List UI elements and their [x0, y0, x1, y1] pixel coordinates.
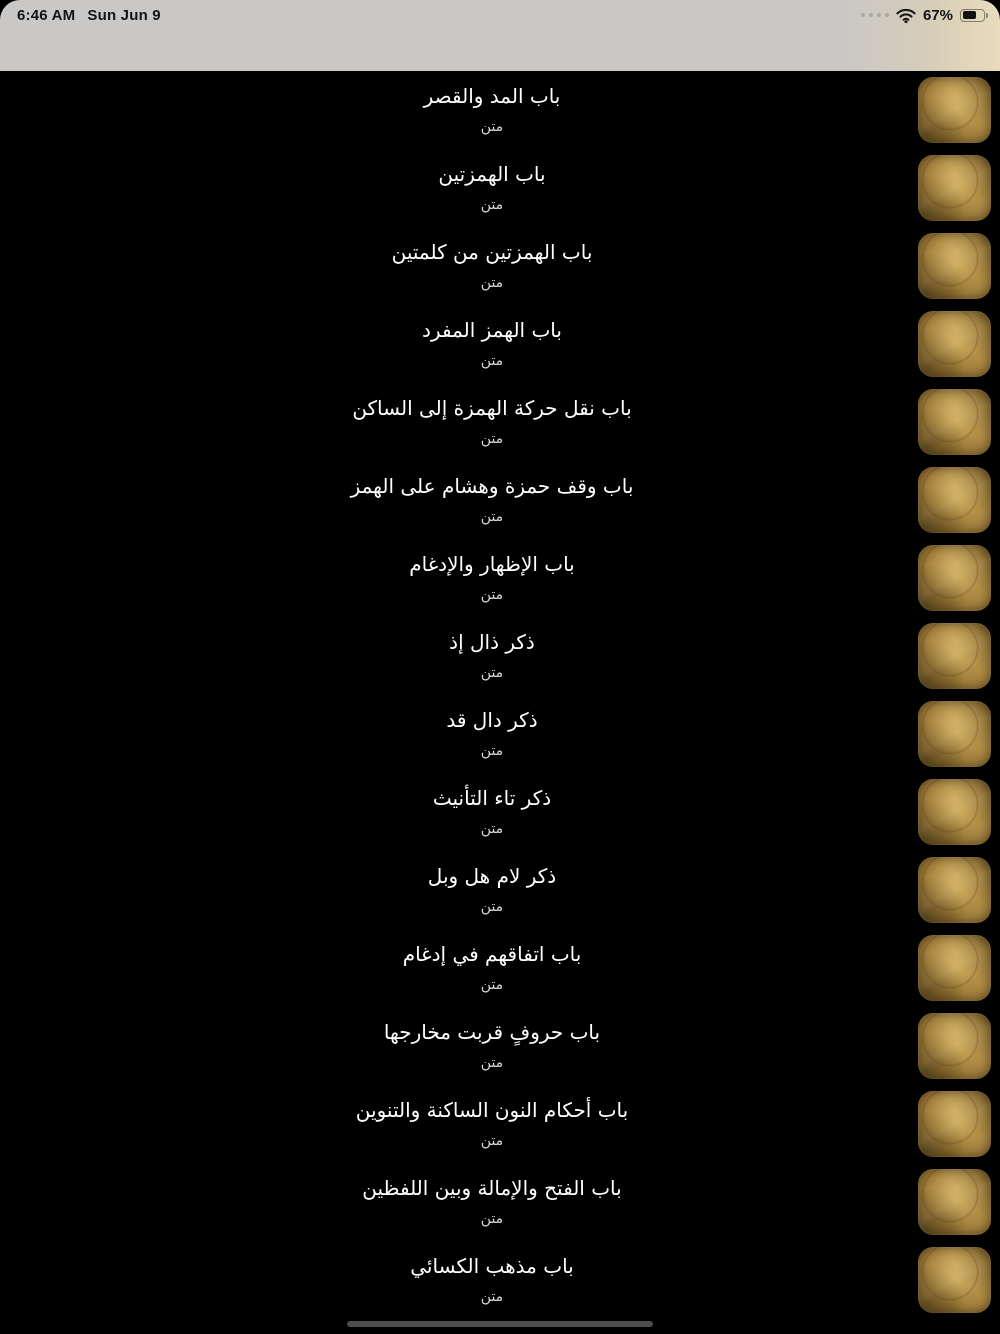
chapter-title: باب الهمزتين — [438, 162, 546, 186]
list-item[interactable]: باب الإظهار والإدغام متن — [0, 539, 1000, 617]
chapter-title: ذكر تاء التأنيث — [432, 786, 552, 810]
gold-leaf-tile-icon — [918, 77, 991, 143]
list-item[interactable]: باب وقف حمزة وهشام على الهمز متن — [0, 461, 1000, 539]
list-item-texts: باب نقل حركة الهمزة إلى الساكن متن — [0, 395, 1000, 449]
gold-leaf-tile-icon — [918, 623, 991, 689]
cellular-signal-dots-icon — [860, 13, 889, 17]
chapter-subtitle: متن — [480, 353, 504, 369]
chapter-subtitle: متن — [480, 587, 504, 603]
battery-fill — [962, 11, 976, 19]
status-time: 6:46 AM — [17, 6, 76, 24]
gold-leaf-tile-icon — [918, 701, 991, 767]
list-item-texts: ذكر دال قد متن — [0, 707, 1000, 761]
gold-leaf-tile-icon — [918, 389, 991, 455]
list-item[interactable]: ذكر دال قد متن — [0, 695, 1000, 773]
gold-leaf-tile-icon — [918, 1013, 991, 1079]
chapter-subtitle: متن — [480, 197, 504, 213]
status-bar: 6:46 AM Sun Jun 9 67% — [0, 0, 1000, 71]
battery-percent: 67% — [922, 6, 953, 24]
chapter-title: باب وقف حمزة وهشام على الهمز — [350, 474, 634, 498]
chapter-list: باب المد والقصر متن باب الهمزتين متن باب… — [0, 71, 1000, 1319]
chapter-title: باب حروفٍ قربت مخارجها — [383, 1020, 601, 1044]
list-item[interactable]: ذكر لام هل وبل متن — [0, 851, 1000, 929]
chapter-subtitle: متن — [480, 275, 504, 291]
gold-leaf-tile-icon — [918, 467, 991, 533]
chapter-subtitle: متن — [480, 665, 504, 681]
gold-leaf-tile-icon — [918, 935, 991, 1001]
chapter-subtitle: متن — [480, 1211, 504, 1227]
chapter-subtitle: متن — [480, 1055, 504, 1071]
chapter-subtitle: متن — [480, 977, 504, 993]
status-date: Sun Jun 9 — [87, 6, 161, 24]
list-item[interactable]: باب الهمزتين متن — [0, 149, 1000, 227]
chapter-subtitle: متن — [480, 1289, 504, 1305]
wifi-icon — [896, 8, 916, 23]
list-item[interactable]: باب أحكام النون الساكنة والتنوين متن — [0, 1085, 1000, 1163]
gold-leaf-tile-icon — [918, 311, 991, 377]
chapter-title: ذكر ذال إذ — [449, 630, 535, 654]
list-item[interactable]: ذكر تاء التأنيث متن — [0, 773, 1000, 851]
chapter-title: باب اتفاقهم في إدغام — [402, 942, 582, 966]
gold-leaf-tile-icon — [918, 1091, 991, 1157]
list-item-texts: ذكر ذال إذ متن — [0, 629, 1000, 683]
chapter-title: ذكر دال قد — [446, 708, 538, 732]
list-item-texts: ذكر تاء التأنيث متن — [0, 785, 1000, 839]
list-item-texts: باب اتفاقهم في إدغام متن — [0, 941, 1000, 995]
chapter-title: باب الهمزتين من كلمتين — [391, 240, 593, 264]
battery-cap — [986, 12, 988, 18]
list-item[interactable]: ذكر ذال إذ متن — [0, 617, 1000, 695]
chapter-title: باب المد والقصر — [423, 84, 561, 108]
chapter-subtitle: متن — [480, 821, 504, 837]
gold-leaf-tile-icon — [918, 155, 991, 221]
list-item[interactable]: باب اتفاقهم في إدغام متن — [0, 929, 1000, 1007]
list-item-texts: باب أحكام النون الساكنة والتنوين متن — [0, 1097, 1000, 1151]
gold-leaf-tile-icon — [918, 545, 991, 611]
list-item-texts: باب الإظهار والإدغام متن — [0, 551, 1000, 605]
battery-icon — [960, 8, 988, 22]
status-bar-right: 67% — [860, 5, 988, 25]
gold-leaf-tile-icon — [918, 233, 991, 299]
gold-leaf-tile-icon — [918, 779, 991, 845]
chapter-title: باب الفتح والإمالة وبين اللفظين — [362, 1176, 622, 1200]
list-item[interactable]: باب حروفٍ قربت مخارجها متن — [0, 1007, 1000, 1085]
chapter-title: باب نقل حركة الهمزة إلى الساكن — [352, 396, 632, 420]
list-item[interactable]: باب المد والقصر متن — [0, 71, 1000, 149]
chapter-title: باب الإظهار والإدغام — [409, 552, 575, 576]
list-item[interactable]: باب الفتح والإمالة وبين اللفظين متن — [0, 1163, 1000, 1241]
chapter-title: ذكر لام هل وبل — [427, 864, 557, 888]
list-item[interactable]: باب الهمزتين من كلمتين متن — [0, 227, 1000, 305]
chapter-title: باب الهمز المفرد — [422, 318, 562, 342]
gold-leaf-tile-icon — [918, 1247, 991, 1313]
chapter-subtitle: متن — [480, 743, 504, 759]
chapter-title: باب أحكام النون الساكنة والتنوين — [355, 1098, 629, 1122]
list-item[interactable]: باب مذهب الكسائي متن — [0, 1241, 1000, 1319]
list-item-texts: باب المد والقصر متن — [0, 83, 1000, 137]
list-item-texts: باب وقف حمزة وهشام على الهمز متن — [0, 473, 1000, 527]
chapter-title: باب مذهب الكسائي — [410, 1254, 574, 1278]
list-item[interactable]: باب الهمز المفرد متن — [0, 305, 1000, 383]
chapter-subtitle: متن — [480, 899, 504, 915]
gold-leaf-tile-icon — [918, 857, 991, 923]
chapter-subtitle: متن — [480, 1133, 504, 1149]
chapter-subtitle: متن — [480, 509, 504, 525]
list-item-texts: باب الهمز المفرد متن — [0, 317, 1000, 371]
gold-leaf-tile-icon — [918, 1169, 991, 1235]
list-item-texts: باب مذهب الكسائي متن — [0, 1253, 1000, 1307]
list-item-texts: ذكر لام هل وبل متن — [0, 863, 1000, 917]
chapter-subtitle: متن — [480, 431, 504, 447]
status-bar-left: 6:46 AM Sun Jun 9 — [17, 5, 161, 25]
home-indicator[interactable] — [347, 1321, 653, 1327]
list-item-texts: باب الهمزتين متن — [0, 161, 1000, 215]
list-item-texts: باب الفتح والإمالة وبين اللفظين متن — [0, 1175, 1000, 1229]
list-item-texts: باب الهمزتين من كلمتين متن — [0, 239, 1000, 293]
chapter-subtitle: متن — [480, 119, 504, 135]
list-item-texts: باب حروفٍ قربت مخارجها متن — [0, 1019, 1000, 1073]
list-item[interactable]: باب نقل حركة الهمزة إلى الساكن متن — [0, 383, 1000, 461]
